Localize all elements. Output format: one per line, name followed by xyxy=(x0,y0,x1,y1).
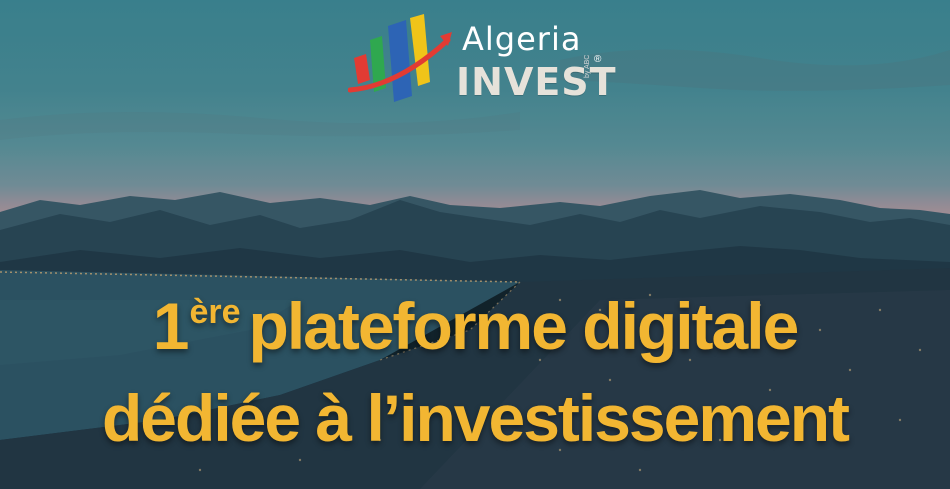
logo-bar-blue xyxy=(388,20,412,102)
headline-line-1-text: plateforme digitale xyxy=(249,289,798,363)
registered-mark: ® xyxy=(594,54,601,65)
headline-superscript: ère xyxy=(189,293,240,331)
logo-word-algeria: Algeria xyxy=(462,20,581,58)
headline-line-2: dédiée à l’investissement xyxy=(0,380,950,456)
bar-chart-arrow-icon xyxy=(348,14,454,110)
headline-line-1: 1ère plateforme digitale xyxy=(0,288,950,364)
algeria-invest-logo: Algeria INVEST ® by ABC xyxy=(348,14,608,110)
logo-word-invest: INVEST xyxy=(456,60,617,104)
logo-tagline: by ABC xyxy=(584,55,591,78)
logo-bar-red xyxy=(354,54,370,84)
logo-bar-yellow xyxy=(410,14,430,86)
headline-number: 1 xyxy=(153,289,188,363)
